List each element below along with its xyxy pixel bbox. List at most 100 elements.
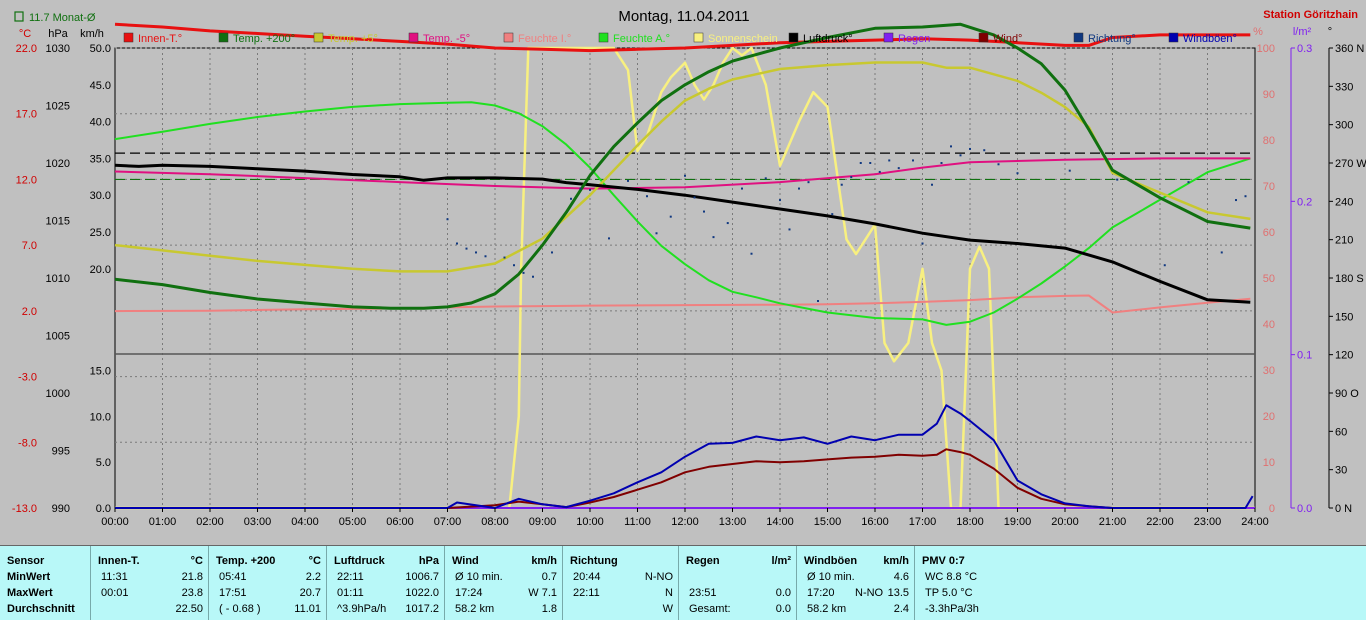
x-tick-label: 07:00 <box>434 516 462 528</box>
direction-point <box>646 195 648 198</box>
unit-kmh: km/h <box>80 28 104 40</box>
pct-tick-label: 90 <box>1263 89 1275 101</box>
stats-title: Temp. +200 <box>216 555 276 567</box>
stats-cell: 0.0 <box>775 603 791 615</box>
lm2-tick-label: 0.2 <box>1297 196 1312 208</box>
legend-swatch <box>503 32 514 43</box>
direction-point <box>627 179 629 182</box>
c-tick-label: 2.0 <box>22 306 37 318</box>
stats-title: Regen <box>686 555 720 567</box>
x-tick-label: 20:00 <box>1051 516 1079 528</box>
stats-cell: ( - 0.68 ) <box>219 603 261 615</box>
legend-swatch <box>408 32 419 43</box>
stats-cell: 21.8 <box>181 571 203 583</box>
stats-cell: 20:44 <box>573 571 601 583</box>
c-tick-label: 17.0 <box>16 109 37 121</box>
direction-point <box>551 251 553 254</box>
direction-point <box>931 183 933 186</box>
monthly-avg: 11.7 Monat-Ø <box>29 12 96 24</box>
hpa-tick-label: 1000 <box>46 388 70 400</box>
legend-label: Wind° <box>993 33 1022 45</box>
legend-swatch <box>788 32 799 43</box>
stats-cell: Ø 10 min. <box>455 571 503 583</box>
series-sonnenschein <box>115 46 1255 510</box>
hpa-tick-label: 1015 <box>46 216 70 228</box>
direction-point <box>817 300 819 302</box>
legend-label: Innen-T.° <box>138 33 182 45</box>
series-temp-5 <box>114 157 1251 190</box>
stats-cell: 1017.2 <box>405 603 439 615</box>
direction-point <box>869 162 872 164</box>
x-tick-label: 09:00 <box>529 516 557 528</box>
stats-cell: 1022.0 <box>405 587 439 599</box>
x-tick-label: 04:00 <box>291 516 319 528</box>
legend-swatch <box>1073 32 1084 43</box>
stats-cell: MinWert <box>7 571 51 583</box>
stats-cell: 0.0 <box>775 587 791 599</box>
x-tick-label: 01:00 <box>149 516 177 528</box>
legend-label: Temp. +5° <box>328 33 378 45</box>
direction-point <box>1163 264 1166 267</box>
stats-group: Temp. +200 °C 05:41 2.2 17:51 20.7 ( - 0.68 ) 1… <box>208 546 327 620</box>
x-tick-label: 18:00 <box>956 516 984 528</box>
direction-point <box>726 222 729 225</box>
direction-point <box>655 232 658 235</box>
stats-cell: W <box>662 603 673 615</box>
direction-point <box>940 162 943 164</box>
stats-unit: °C <box>190 555 203 567</box>
deg-tick-label: 120 <box>1335 350 1353 362</box>
direction-point <box>788 228 791 231</box>
monthly-avg-marker <box>14 11 24 22</box>
legend-label: Temp. +200° <box>233 33 295 45</box>
stats-cell: -3.3hPa/3h <box>925 603 979 615</box>
legend-swatch <box>218 32 229 43</box>
direction-point <box>997 163 1000 166</box>
stats-group: Regen l/m² 23:51 0.0 Gesamt: 0.0 <box>678 546 797 620</box>
hpa-tick-label: 1030 <box>46 43 70 55</box>
direction-point <box>950 145 952 148</box>
stats-cell: 23.8 <box>181 587 203 599</box>
x-tick-label: 08:00 <box>481 516 509 528</box>
stats-unit: km/h <box>531 555 557 567</box>
direction-point <box>1244 195 1247 198</box>
stats-cell: 22.50 <box>175 603 203 615</box>
legend-label: Feuchte A.° <box>613 33 670 45</box>
stats-group: Innen-T. °C 11:31 21.8 00:01 23.8 22.50 <box>90 546 209 620</box>
deg-tick-label: 0 N <box>1335 503 1352 515</box>
direction-point <box>684 174 686 177</box>
pct-tick-label: 10 <box>1263 457 1275 469</box>
series-feuchte-a <box>114 101 1251 326</box>
kmh-tick-label: 50.0 <box>90 43 111 55</box>
stats-cell: W 7.1 <box>528 587 557 599</box>
direction-point <box>1220 251 1223 254</box>
direction-point <box>475 251 477 254</box>
direction-point <box>741 187 743 190</box>
legend-swatch <box>978 32 989 43</box>
unit-hpa: hPa <box>48 28 68 40</box>
stats-cell: 11:31 <box>101 571 128 583</box>
direction-point <box>888 159 891 162</box>
legend-label: Luftdruck° <box>803 33 853 45</box>
stats-cell: 17:51 <box>219 587 247 599</box>
c-tick-label: -3.0 <box>18 372 37 384</box>
hpa-tick-label: 995 <box>52 446 70 458</box>
series-innen-t <box>114 22 1251 53</box>
kmh-tick-label: 35.0 <box>90 153 111 165</box>
legend-swatch <box>313 32 324 43</box>
kmh-tick-label: 10.0 <box>90 411 111 423</box>
stats-cell: Ø 10 min. <box>807 571 855 583</box>
stats-group: Luftdruck hPa 22:11 1006.7 01:11 1022.0 ^3.9hP… <box>326 546 445 620</box>
stats-cell: 1006.7 <box>405 571 439 583</box>
deg-tick-label: 270 W <box>1335 158 1366 170</box>
x-tick-label: 14:00 <box>766 516 794 528</box>
x-tick-label: 16:00 <box>861 516 889 528</box>
x-tick-label: 15:00 <box>814 516 842 528</box>
x-tick-label: 17:00 <box>909 516 937 528</box>
direction-point <box>570 197 572 200</box>
legend-label: Temp. -5° <box>423 33 470 45</box>
pct-tick-label: 30 <box>1263 365 1275 377</box>
c-tick-label: -8.0 <box>18 437 37 449</box>
pct-tick-label: 50 <box>1263 273 1275 285</box>
deg-tick-label: 240 <box>1335 196 1353 208</box>
stats-cell: 05:41 <box>219 571 247 583</box>
